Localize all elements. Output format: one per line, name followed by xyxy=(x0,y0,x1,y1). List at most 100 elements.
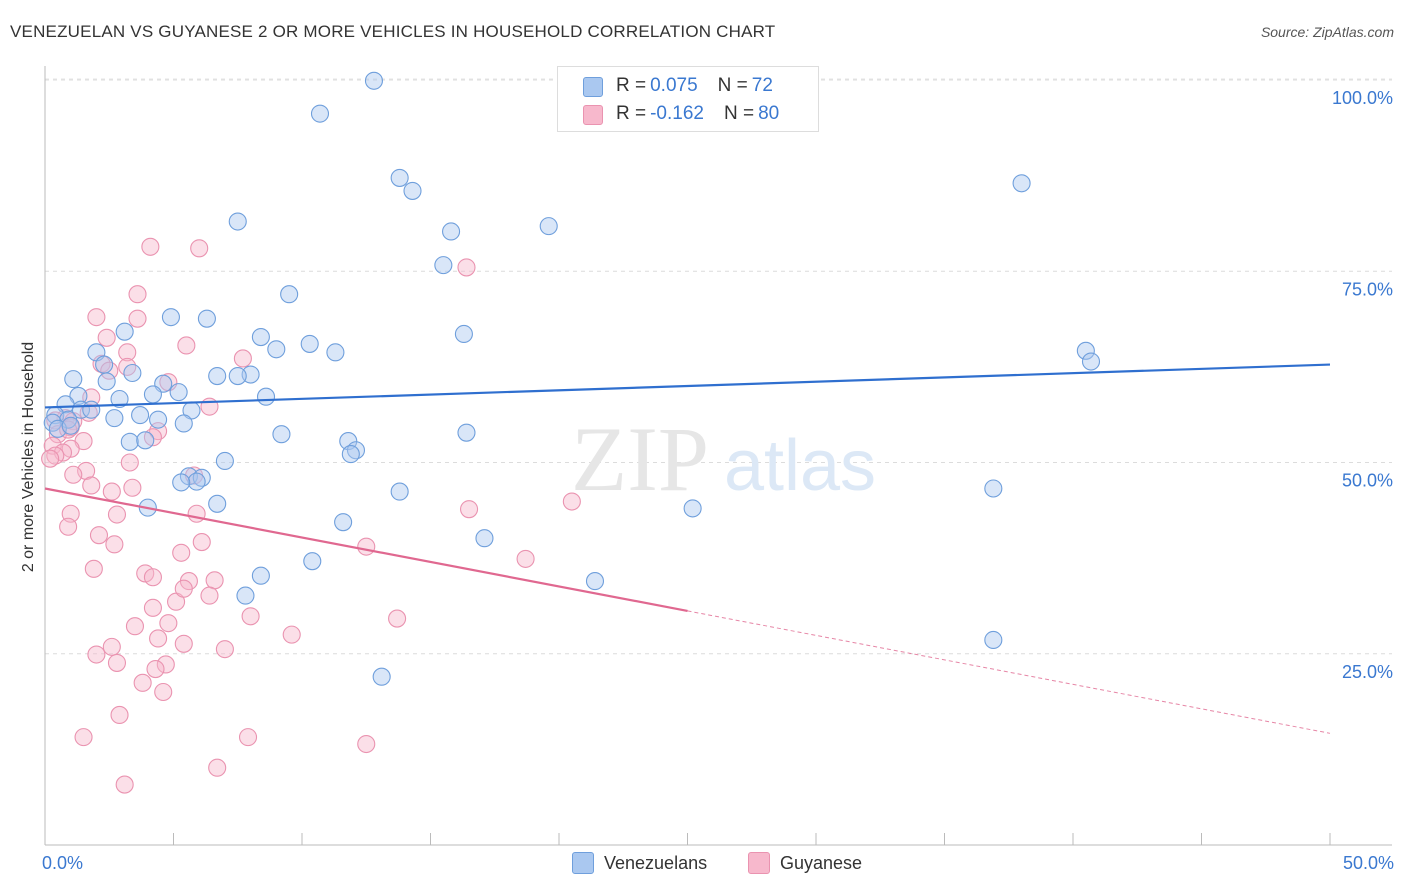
venezuelan-point xyxy=(197,309,216,328)
venezuelans-legend-label: Venezuelans xyxy=(604,852,708,873)
guyanese-r-label: R = xyxy=(616,103,647,124)
venezuelan-point xyxy=(334,513,353,532)
venezuelan-point xyxy=(457,423,476,442)
trend-lines xyxy=(44,363,1331,734)
guyanese-point xyxy=(177,336,196,355)
guyanese-n-label: N = xyxy=(723,103,755,124)
correlation-legend: R = 0.075 N = 72 R = -0.162 N = 80 xyxy=(557,66,819,132)
guyanese-point xyxy=(143,598,162,617)
guyanese-point xyxy=(84,559,103,578)
venezuelan-point xyxy=(372,667,391,686)
venezuelan-point xyxy=(95,355,114,374)
guyanese-point xyxy=(146,659,165,679)
x-tick-label: 50.0% xyxy=(1343,853,1394,873)
guyanese-point xyxy=(159,614,178,633)
guyanese-point xyxy=(105,535,124,554)
guyanese-point xyxy=(123,478,142,497)
guyanese-point xyxy=(46,446,65,465)
venezuelan-point xyxy=(390,482,409,501)
venezuelan-point xyxy=(215,451,234,471)
venezuelans-swatch xyxy=(583,77,603,97)
guyanese-point xyxy=(107,505,127,524)
venezuelan-point xyxy=(143,385,162,404)
venezuelan-point xyxy=(228,212,247,231)
legend-item-guyanese[interactable]: Guyanese xyxy=(748,852,862,874)
guyanese-point xyxy=(208,758,227,777)
watermark-atlas: atlas xyxy=(724,426,876,506)
venezuelan-point xyxy=(208,367,227,386)
guyanese-point xyxy=(107,653,127,672)
venezuelan-point xyxy=(172,473,191,492)
venezuelan-point xyxy=(1076,341,1095,360)
guyanese-point xyxy=(156,655,175,674)
guyanese-point xyxy=(172,543,191,562)
venezuelan-point xyxy=(539,217,558,236)
legend-item-venezuelans[interactable]: Venezuelans xyxy=(572,852,707,874)
venezuelan-point xyxy=(120,432,139,451)
venezuelan-point xyxy=(149,410,168,429)
guyanese-point xyxy=(110,705,129,725)
venezuelans-r-label: R = xyxy=(616,75,647,96)
guyanese-point xyxy=(87,645,106,664)
guyanese-point xyxy=(190,239,209,258)
guyanese-point xyxy=(48,425,67,444)
guyanese-point xyxy=(241,607,260,626)
guyanese-point xyxy=(192,533,211,552)
y-tick-label: 50.0% xyxy=(1342,471,1393,491)
guyanese-point xyxy=(215,640,234,659)
venezuelan-points xyxy=(43,71,1101,686)
guyanese-point xyxy=(89,526,109,545)
venezuelan-point xyxy=(303,552,322,571)
venezuelan-point xyxy=(228,367,247,386)
guyanese-point xyxy=(141,237,160,256)
source-label: Source: ZipAtlas.com xyxy=(1260,24,1394,40)
guyanese-point xyxy=(102,637,121,656)
guyanese-point xyxy=(128,285,147,304)
guyanese-point xyxy=(388,609,407,628)
venezuelan-point xyxy=(174,414,193,433)
guyanese-point xyxy=(87,308,106,327)
guyanese-point xyxy=(118,343,137,362)
venezuelan-point xyxy=(187,472,206,491)
guyanese-point xyxy=(115,775,134,794)
venezuelan-point xyxy=(434,256,453,275)
guyanese-swatch xyxy=(583,105,603,125)
venezuelan-point xyxy=(390,168,409,187)
guyanese-point xyxy=(120,453,139,472)
guyanese-point xyxy=(205,571,224,590)
guyanese-points xyxy=(41,237,581,794)
venezuelan-point xyxy=(341,445,360,464)
y-tick-label: 100.0% xyxy=(1332,88,1393,108)
venezuelans-n-label: N = xyxy=(717,75,748,96)
venezuelan-point xyxy=(236,586,255,605)
venezuelan-point xyxy=(105,409,124,428)
venezuelan-point xyxy=(82,400,101,419)
venezuelan-point xyxy=(326,343,345,362)
venezuelan-point xyxy=(123,363,142,383)
x-tick-label: 0.0% xyxy=(42,853,83,873)
venezuelan-point xyxy=(300,334,319,353)
guyanese-point xyxy=(125,617,144,636)
legend-row-venezuelans: R = 0.075 N = 72 xyxy=(583,74,773,98)
guyanese-point xyxy=(97,328,116,347)
venezuelans-legend-swatch xyxy=(572,852,594,874)
guyanese-point xyxy=(82,476,101,495)
guyanese-point xyxy=(174,634,193,653)
guyanese-n-value: 80 xyxy=(758,103,780,124)
venezuelan-point xyxy=(69,386,88,405)
guyanese-point xyxy=(174,579,193,598)
guyanese-point xyxy=(149,629,168,648)
venezuelan-point xyxy=(310,104,330,123)
guyanese-point xyxy=(282,625,301,644)
guyanese-point xyxy=(357,537,376,556)
venezuelan-point xyxy=(251,566,270,585)
venezuelan-point xyxy=(110,389,129,409)
venezuelan-point xyxy=(984,630,1003,650)
venezuelan-point xyxy=(208,494,227,513)
venezuelan-point xyxy=(64,370,83,389)
tick-labels: 100.0% 75.0% 50.0% 25.0% 0.0% 50.0% xyxy=(42,88,1394,873)
venezuelan-point xyxy=(267,340,286,359)
guyanese-point xyxy=(457,258,476,277)
venezuelan-point xyxy=(256,387,276,406)
